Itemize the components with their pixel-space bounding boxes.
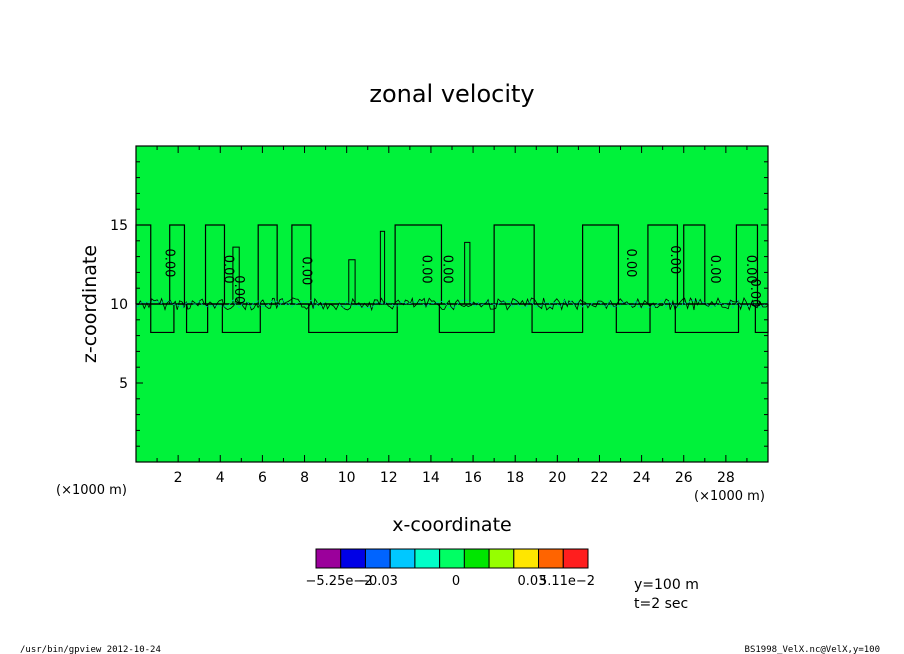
contour-cell-upper: [169, 224, 186, 304]
colorbar-label: 0.03: [518, 574, 547, 589]
x-tick-label: 12: [380, 470, 398, 486]
colorbar-label: 0: [452, 574, 460, 589]
colorbar-labels: −5.25e−2−0.03 0 0.035.11e−2: [306, 574, 596, 589]
contour-cell-upper: [582, 224, 620, 304]
colorbar-swatch: [463, 548, 490, 569]
x-tick-label: 16: [464, 470, 482, 486]
contour-label: 0.00: [161, 248, 176, 277]
contour-label-group: 0.00 0.000.000.00 0.00 0.00 0.00 0.00 0.00 0.00…: [161, 245, 762, 307]
y-unit-label: (×1000 m): [56, 483, 127, 498]
x-tick-label: 6: [258, 470, 267, 486]
x-tick-label: 8: [300, 470, 309, 486]
x-tick-label: 28: [717, 470, 735, 486]
x-tick-label: 18: [506, 470, 524, 486]
chart-title: zonal velocity: [369, 80, 534, 108]
colorbar-label: −0.03: [358, 574, 398, 589]
colorbar-swatch: [364, 548, 391, 569]
plot-area: 0.00 0.000.000.00 0.00 0.00 0.00 0.00 0.00 0.00…: [110, 145, 769, 486]
colorbar-swatch: [414, 548, 441, 569]
colorbar-swatch: [562, 548, 589, 569]
contour-cell-upper: [291, 224, 312, 304]
y-tick-label: 5: [119, 376, 128, 392]
contour-label: 0.00: [707, 255, 722, 284]
contour-cell-lower: [221, 304, 261, 334]
footer-source: BS1998_VelX.nc@VelX,y=100: [745, 645, 880, 654]
info-time: t=2 sec: [634, 596, 688, 612]
colorbar-label: 5.11e−2: [539, 574, 595, 589]
x-tick-label: 24: [633, 470, 651, 486]
colorbar-label: −5.25e−2: [306, 574, 373, 589]
info-y-value: y=100 m: [634, 577, 699, 593]
contour-cell-lower: [185, 304, 209, 334]
colorbar-swatch: [315, 548, 342, 569]
contour-cell-upper: [683, 224, 706, 304]
y-tick-label: 15: [110, 218, 128, 234]
y-tick-label: 10: [110, 297, 128, 313]
colorbar-swatch: [488, 548, 515, 569]
contour-label: 0.00: [419, 255, 434, 284]
x-tick-label: 20: [548, 470, 566, 486]
x-tick-label: 10: [338, 470, 356, 486]
contour-cell-upper: [257, 224, 278, 304]
contour-cell-lower: [615, 304, 651, 334]
y-axis-label: z-coordinate: [79, 245, 101, 363]
colorbar-swatch: [439, 548, 465, 569]
contour-label: 0.00: [747, 278, 762, 307]
contour-label: 0.00: [298, 256, 313, 285]
contour-label: 0.00: [440, 255, 455, 284]
contour-cell-lower: [308, 304, 398, 334]
x-tick-label: 26: [675, 470, 693, 486]
x-tick-label: 2: [174, 470, 183, 486]
x-tick-label: 14: [422, 470, 440, 486]
contour-band-noise: [135, 296, 769, 312]
contour-label: 0.00: [220, 255, 235, 284]
colorbar-swatch: [513, 548, 540, 569]
colorbar-swatch: [538, 548, 564, 569]
contour-label: 0.00: [667, 245, 682, 274]
contour-cell-lower: [438, 304, 495, 334]
contour-cell-upper: [204, 224, 226, 304]
contour-label: 0.00: [743, 255, 758, 284]
contour-cell-upper: [394, 224, 443, 304]
x-tick-label: 22: [591, 470, 609, 486]
x-tick-label: 4: [216, 470, 225, 486]
contour-cell-upper: [647, 224, 679, 304]
x-unit-label: (×1000 m): [694, 489, 765, 504]
contour-cell-lower: [531, 304, 584, 334]
contour-band-negative: [135, 299, 769, 309]
colorbar-swatch: [340, 548, 366, 569]
colorbar-swatch: [389, 548, 416, 569]
x-axis-label: x-coordinate: [392, 514, 511, 536]
contour-cell-upper: [493, 224, 535, 304]
footer-command: /usr/bin/gpview 2012-10-24: [20, 645, 161, 654]
contour-cell-upper: [735, 224, 759, 304]
contour-cell-lower: [674, 304, 740, 334]
contour-label: 0.00: [231, 275, 246, 304]
colorbar: [315, 548, 589, 569]
contour-cell-lower: [150, 304, 175, 334]
contour-label: 0.00: [623, 248, 638, 277]
